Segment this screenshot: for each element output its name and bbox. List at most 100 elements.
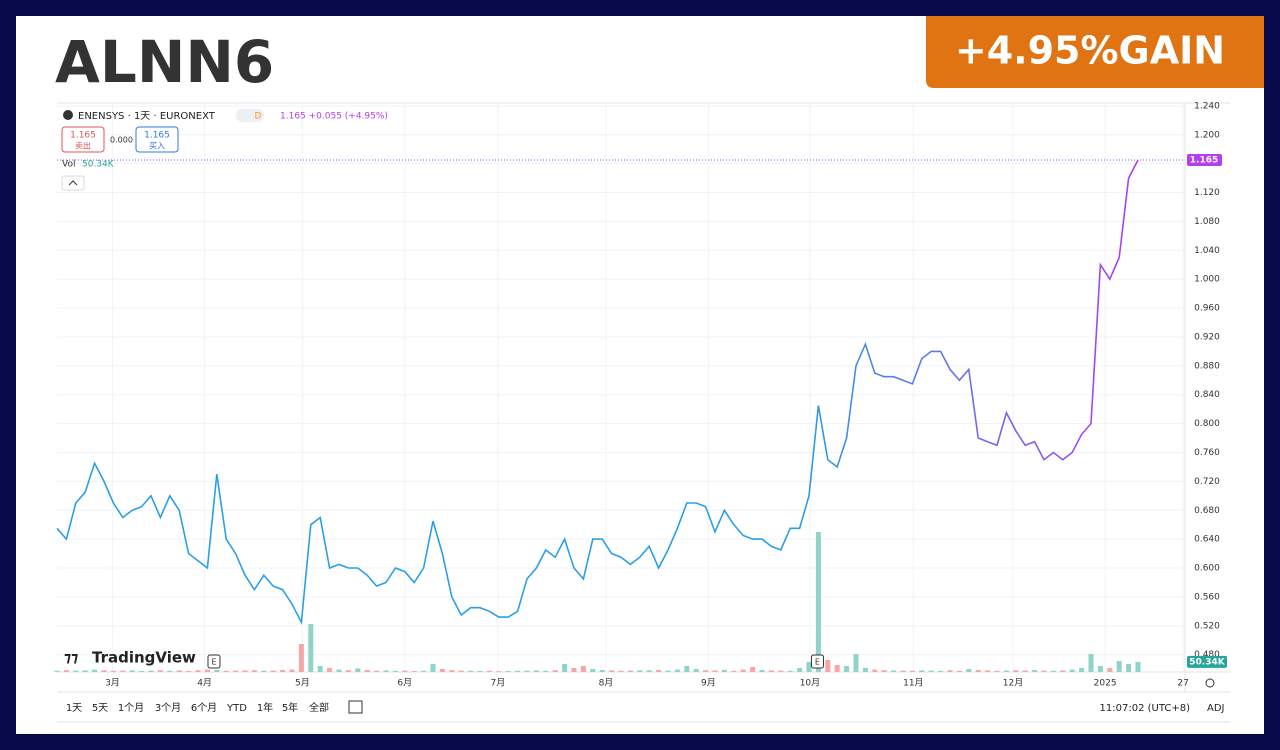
volume-bar [778,670,784,672]
sell-button[interactable] [61,126,105,153]
volume-bar [242,670,248,672]
range-button[interactable]: 全部 [309,701,329,714]
volume-bar [599,670,605,672]
y-tick-label: 0.680 [1194,506,1220,516]
range-button[interactable]: 1个月 [118,702,144,714]
quote: 1.165 +0.055 (+4.95%) [280,112,388,122]
volume-bar [731,670,737,672]
volume-bar [110,670,116,672]
x-tick-label: 27 [1177,679,1188,689]
volume-last: 50.34K [82,160,115,170]
volume-bar [223,670,229,672]
y-tick-label: 1.000 [1194,275,1220,285]
earnings-marker-label[interactable]: E [211,658,216,667]
volume-bar [872,669,878,672]
volume-bar [787,670,793,672]
volume-bar [477,671,483,672]
x-tick-label: 12月 [1003,678,1023,689]
y-tick-label: 0.720 [1194,477,1220,487]
volume-bar [1079,668,1085,672]
range-button[interactable]: 1年 [257,701,273,714]
buy-label[interactable]: 买入 [149,142,165,151]
volume-bar [73,670,79,672]
volume-bar [54,670,60,672]
volume-bar [580,666,586,672]
volume-bar [985,670,991,672]
volume-bar [308,624,314,672]
range-button[interactable]: 5天 [92,703,108,714]
volume-bar [543,670,549,672]
collapse-icon[interactable] [68,180,78,186]
volume-bar [975,670,981,672]
volume-bar [1116,661,1122,672]
volume-bar [280,670,286,672]
volume-bar [496,671,502,672]
volume-bar [1097,666,1103,672]
settings-icon[interactable] [1205,678,1215,688]
volume-bar [1022,670,1028,672]
volume-bar [270,670,276,672]
volume-bar [289,669,295,672]
volume-bar [844,666,850,672]
volume-bar [345,670,351,672]
volume-bar [421,670,427,672]
gain-badge [926,16,1264,88]
buy-price[interactable]: 1.165 [144,131,170,141]
volume-bar [1135,661,1141,672]
volume-bar [712,670,718,672]
range-button[interactable]: 5年 [282,701,298,714]
volume-bar [646,670,652,672]
range-button[interactable]: 6个月 [191,702,217,714]
volume-bar [881,670,887,672]
buy-button[interactable] [135,126,179,153]
volume-bar [966,669,972,672]
y-tick-label: 0.480 [1194,650,1220,660]
x-tick-label: 9月 [701,678,716,689]
volume-bar [374,670,380,672]
volume-bar [167,670,173,672]
volume-bar [82,670,88,672]
y-tick-label: 0.960 [1194,304,1220,314]
volume-bar [1003,670,1009,672]
panel [16,16,1264,734]
earnings-marker[interactable] [207,654,221,669]
volume-bar [637,670,643,672]
volume-bar [439,669,445,672]
interval-pill [236,109,264,122]
range-button[interactable]: 1天 [66,703,82,714]
range-button[interactable]: 3个月 [155,702,181,714]
volume-bar [750,667,756,672]
volume-bar [204,669,210,672]
date-picker-icon[interactable] [348,700,363,714]
volume-bar [355,668,361,672]
last-price-label: 1.165 [1190,156,1218,166]
volume-bar [759,670,765,672]
y-tick-label: 1.200 [1194,130,1220,140]
volume-bar [402,670,408,672]
volume-bar [505,671,511,672]
x-tick-label: 11月 [903,678,923,689]
volume-bar [928,670,934,672]
y-tick-label: 0.840 [1194,390,1220,400]
volume-bar [261,670,267,672]
volume-bar [1126,664,1132,672]
x-tick-label: 6月 [397,678,412,689]
x-tick-label: 8月 [599,678,614,689]
volume-bar [797,668,803,672]
volume-tag [1187,655,1227,668]
x-tick-label: 7月 [490,678,505,689]
sell-label[interactable]: 卖出 [75,141,91,151]
volume-bar [834,665,840,672]
watermark-logo: ⁊⁊ [64,650,78,666]
range-button[interactable]: YTD [226,703,247,714]
volume-bar [449,670,455,672]
earnings-marker-label[interactable]: E [815,658,820,667]
collapse-button[interactable] [61,175,85,191]
volume-bar [411,671,417,672]
volume-bar [674,669,680,672]
sell-price[interactable]: 1.165 [70,131,96,141]
adj-button[interactable]: ADJ [1207,703,1225,714]
y-tick-label: 0.520 [1194,621,1220,631]
earnings-marker[interactable] [810,654,824,669]
